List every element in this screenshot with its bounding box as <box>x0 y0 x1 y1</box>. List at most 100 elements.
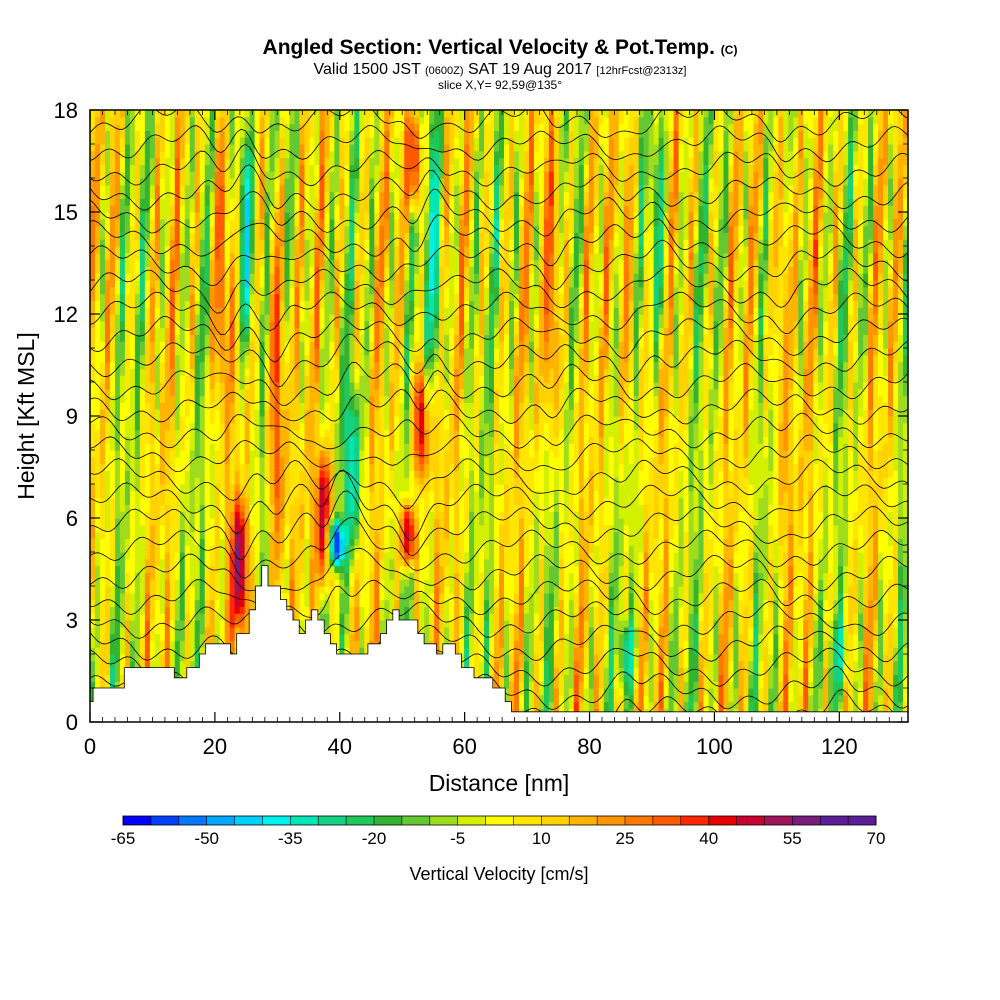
velocity-cell <box>209 599 216 607</box>
velocity-cell <box>214 579 221 587</box>
velocity-cell <box>229 212 236 220</box>
velocity-cell <box>219 259 226 267</box>
velocity-cell <box>209 524 216 533</box>
velocity-cell <box>104 422 111 431</box>
velocity-cell <box>264 130 271 138</box>
velocity-cell <box>199 218 206 227</box>
velocity-cell <box>284 116 291 125</box>
velocity-cell <box>359 137 365 145</box>
velocity-cell <box>154 422 161 431</box>
velocity-cell <box>294 545 301 553</box>
velocity-cell <box>134 191 141 199</box>
velocity-cell <box>139 320 146 329</box>
velocity-cell <box>119 157 126 165</box>
velocity-cell <box>229 402 236 410</box>
velocity-cell <box>299 572 306 580</box>
velocity-cell <box>304 171 311 179</box>
velocity-cell <box>209 402 216 410</box>
velocity-cell <box>194 592 201 601</box>
velocity-cell <box>99 314 106 322</box>
velocity-cell <box>139 307 146 315</box>
velocity-cell <box>229 184 236 193</box>
velocity-cell <box>124 320 131 329</box>
velocity-cell <box>254 144 261 152</box>
velocity-cell <box>254 375 261 383</box>
velocity-cell <box>189 395 196 403</box>
velocity-cell <box>94 613 101 621</box>
velocity-cell <box>184 273 191 281</box>
velocity-cell <box>344 565 350 573</box>
velocity-cell <box>104 579 111 587</box>
velocity-cell <box>209 123 216 131</box>
velocity-cell <box>309 552 316 560</box>
velocity-cell <box>90 171 96 179</box>
velocity-cell <box>259 212 266 220</box>
velocity-cell <box>204 144 211 152</box>
velocity-cell <box>199 198 206 206</box>
velocity-cell <box>244 137 251 145</box>
velocity-cell <box>309 538 316 546</box>
velocity-cell <box>249 116 256 125</box>
velocity-cell <box>354 273 360 281</box>
velocity-cell <box>239 252 246 261</box>
velocity-cell <box>264 354 271 363</box>
velocity-cell <box>129 477 136 485</box>
velocity-cell <box>259 490 266 499</box>
velocity-cell <box>124 511 131 519</box>
velocity-cell <box>179 647 186 655</box>
velocity-cell <box>184 361 191 369</box>
velocity-cell <box>99 497 106 505</box>
velocity-cell <box>109 368 116 376</box>
velocity-cell <box>299 592 306 601</box>
velocity-cell <box>349 565 355 573</box>
velocity-cell <box>149 232 156 240</box>
velocity-cell <box>234 613 241 621</box>
velocity-cell <box>174 592 181 601</box>
velocity-cell <box>259 327 266 335</box>
velocity-cell <box>174 164 181 172</box>
velocity-cell <box>339 191 345 199</box>
velocity-cell <box>149 184 156 193</box>
velocity-cell <box>119 395 126 403</box>
velocity-cell <box>314 286 321 295</box>
velocity-cell <box>339 144 345 152</box>
velocity-cell <box>249 599 256 607</box>
velocity-cell <box>139 171 146 179</box>
velocity-cell <box>114 348 121 356</box>
velocity-cell <box>149 640 156 648</box>
velocity-cell <box>194 504 201 512</box>
velocity-cell <box>189 382 196 390</box>
velocity-cell <box>204 368 211 376</box>
velocity-cell <box>219 341 226 349</box>
velocity-cell <box>344 599 350 607</box>
velocity-cell <box>359 538 365 546</box>
velocity-cell <box>264 137 271 145</box>
velocity-cell <box>119 463 126 471</box>
velocity-cell <box>169 375 176 383</box>
velocity-cell <box>349 130 355 138</box>
velocity-cell <box>289 552 296 560</box>
velocity-cell <box>124 477 131 485</box>
velocity-cell <box>134 436 141 444</box>
velocity-cell <box>219 266 226 274</box>
velocity-cell <box>99 212 106 220</box>
velocity-cell <box>319 246 326 254</box>
velocity-cell <box>129 334 136 342</box>
velocity-cell <box>274 198 281 206</box>
velocity-cell <box>154 368 161 376</box>
velocity-cell <box>284 334 291 342</box>
velocity-cell <box>144 348 151 356</box>
velocity-cell <box>244 178 251 186</box>
velocity-cell <box>104 314 111 322</box>
velocity-cell <box>304 212 311 220</box>
velocity-cell <box>169 218 176 227</box>
velocity-cell <box>90 280 96 288</box>
velocity-cell <box>304 354 311 363</box>
velocity-cell <box>129 191 136 199</box>
velocity-cell <box>104 334 111 342</box>
velocity-cell <box>314 123 321 131</box>
velocity-cell <box>139 130 146 138</box>
velocity-cell <box>129 572 136 580</box>
velocity-cell <box>224 184 231 193</box>
velocity-cell <box>219 246 226 254</box>
